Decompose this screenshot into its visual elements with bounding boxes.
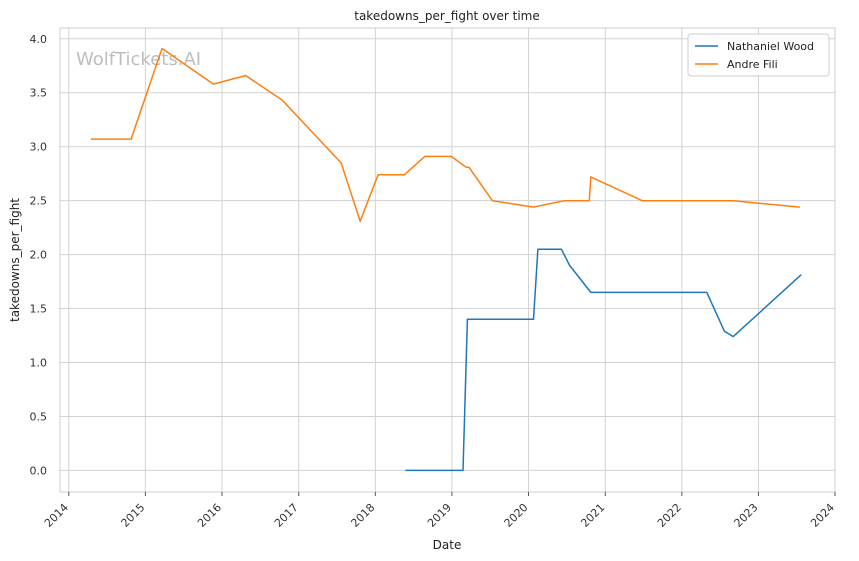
- legend-box: [687, 33, 830, 77]
- legend-label-1: Andre Fili: [727, 58, 778, 71]
- plot-area-frame: [59, 27, 836, 493]
- legend: Nathaniel Wood Andre Fili: [687, 33, 830, 77]
- y-tick-label: 2.0: [30, 249, 48, 262]
- y-axis-label: takedowns_per_fight: [8, 198, 22, 322]
- y-tick-label: 1.5: [30, 303, 48, 316]
- y-tick-label: 3.5: [30, 87, 48, 100]
- series-line-0: [405, 248, 802, 472]
- x-axis-label: Date: [433, 538, 462, 552]
- series-lines: [90, 47, 802, 472]
- y-tick-label: 0.5: [30, 410, 48, 423]
- watermark: WolfTickets.AI: [76, 49, 201, 70]
- series-line-1: [90, 47, 801, 222]
- y-tick-label: 1.0: [30, 357, 48, 370]
- y-tick-label: 4.0: [30, 33, 48, 46]
- y-tick-label: 3.0: [30, 141, 48, 154]
- y-tick-label: 2.5: [30, 195, 48, 208]
- legend-label-0: Nathaniel Wood: [727, 40, 814, 53]
- y-tick-label: 0.0: [30, 464, 48, 477]
- y-axis-ticks: 0.0 0.5 1.0 1.5 2.0 2.5 3.0 3.5 4.0: [30, 33, 48, 478]
- chart-title: takedowns_per_fight over time: [354, 9, 540, 23]
